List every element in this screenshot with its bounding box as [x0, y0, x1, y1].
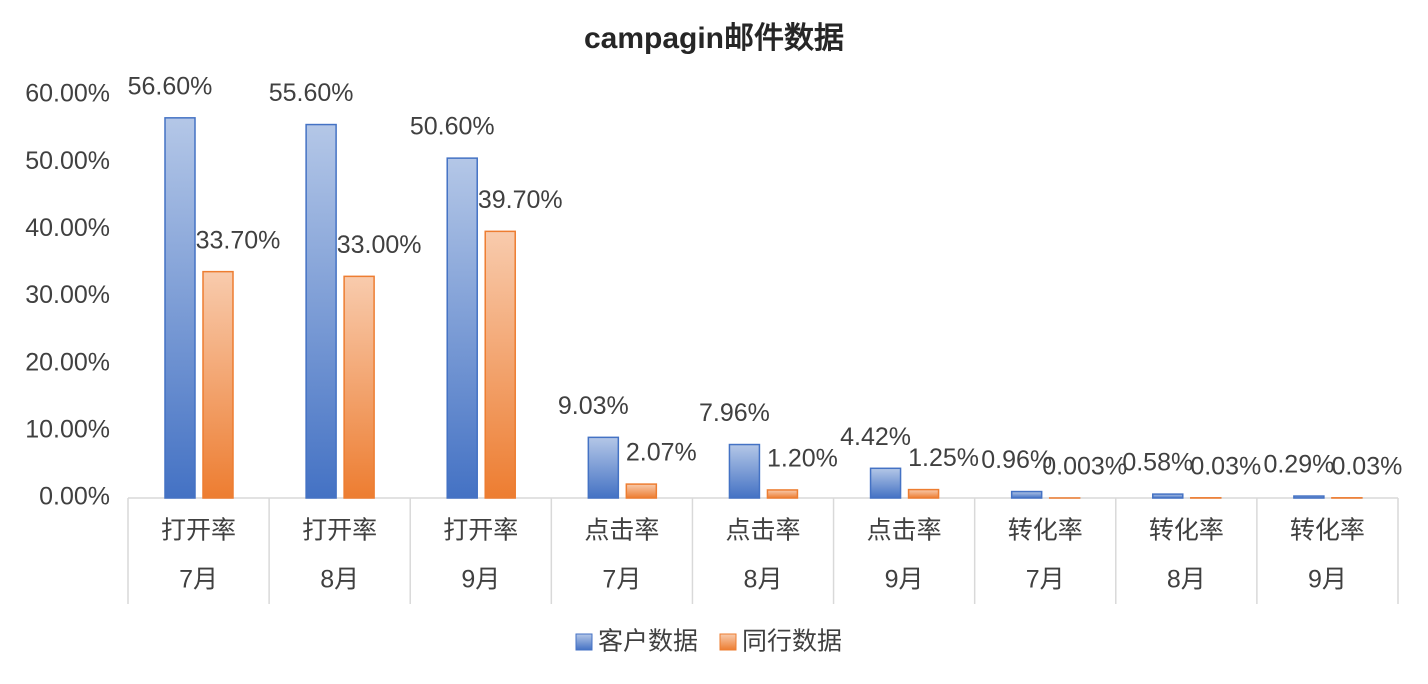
y-tick-label: 60.00% — [25, 80, 110, 108]
x-tick-label: 8月 — [320, 566, 359, 594]
bar — [625, 483, 658, 499]
bar — [202, 270, 234, 499]
x-tick-label: 转化率 — [1149, 517, 1224, 545]
bar — [766, 489, 799, 499]
data-label: 55.60% — [269, 79, 354, 107]
y-tick-label: 30.00% — [25, 281, 110, 309]
x-tick-label: 打开率 — [302, 517, 377, 545]
bar — [343, 275, 375, 499]
data-label: 7.96% — [699, 399, 770, 427]
bar — [728, 443, 761, 499]
data-label: 4.42% — [840, 423, 911, 451]
x-tick-label: 点击率 — [584, 517, 659, 545]
data-label: 9.03% — [558, 392, 629, 420]
x-tick-label: 转化率 — [1290, 517, 1365, 545]
bar — [907, 488, 940, 499]
data-label: 0.96% — [981, 446, 1052, 474]
data-label: 50.60% — [410, 113, 495, 141]
bar — [1010, 490, 1043, 499]
bar — [1293, 495, 1325, 499]
data-label: 33.00% — [337, 231, 422, 259]
bar — [484, 230, 516, 499]
data-label: 0.003% — [1042, 453, 1127, 481]
x-tick-label: 9月 — [461, 566, 500, 594]
x-tick-label: 8月 — [1167, 566, 1206, 594]
bar — [446, 157, 478, 499]
x-tick-label: 9月 — [885, 566, 924, 594]
data-label: 0.03% — [1331, 452, 1402, 480]
x-tick-label: 转化率 — [1008, 517, 1083, 545]
chart-title: campagin邮件数据 — [584, 22, 844, 55]
bar — [1152, 493, 1184, 499]
legend-label: 客户数据 — [598, 628, 698, 656]
data-label: 1.20% — [767, 445, 838, 473]
data-label: 33.70% — [196, 226, 281, 254]
data-label: 2.07% — [626, 439, 697, 467]
x-tick-label: 点击率 — [725, 517, 800, 545]
y-tick-label: 50.00% — [25, 147, 110, 175]
x-tick-label: 打开率 — [443, 517, 518, 545]
x-tick-label: 7月 — [179, 566, 218, 594]
data-label: 0.29% — [1263, 451, 1334, 479]
x-tick-label: 9月 — [1308, 566, 1347, 594]
legend-swatch — [719, 633, 737, 651]
legend-swatch — [575, 633, 593, 651]
bar — [305, 123, 337, 499]
data-label: 56.60% — [128, 72, 213, 100]
bar — [164, 117, 196, 499]
legend-label: 同行数据 — [742, 628, 842, 656]
bar — [587, 436, 620, 499]
data-label: 0.58% — [1122, 449, 1193, 477]
x-tick-label: 点击率 — [867, 517, 942, 545]
data-label: 1.25% — [908, 444, 979, 472]
x-tick-label: 8月 — [744, 566, 783, 594]
x-tick-label: 7月 — [1026, 566, 1065, 594]
data-label: 39.70% — [478, 186, 563, 214]
y-tick-label: 20.00% — [25, 348, 110, 376]
data-label: 0.03% — [1190, 452, 1261, 480]
y-tick-label: 10.00% — [25, 415, 110, 443]
x-tick-label: 7月 — [602, 566, 641, 594]
bar — [869, 467, 902, 499]
y-tick-label: 0.00% — [39, 483, 110, 511]
x-tick-label: 打开率 — [161, 517, 236, 545]
y-tick-label: 40.00% — [25, 214, 110, 242]
